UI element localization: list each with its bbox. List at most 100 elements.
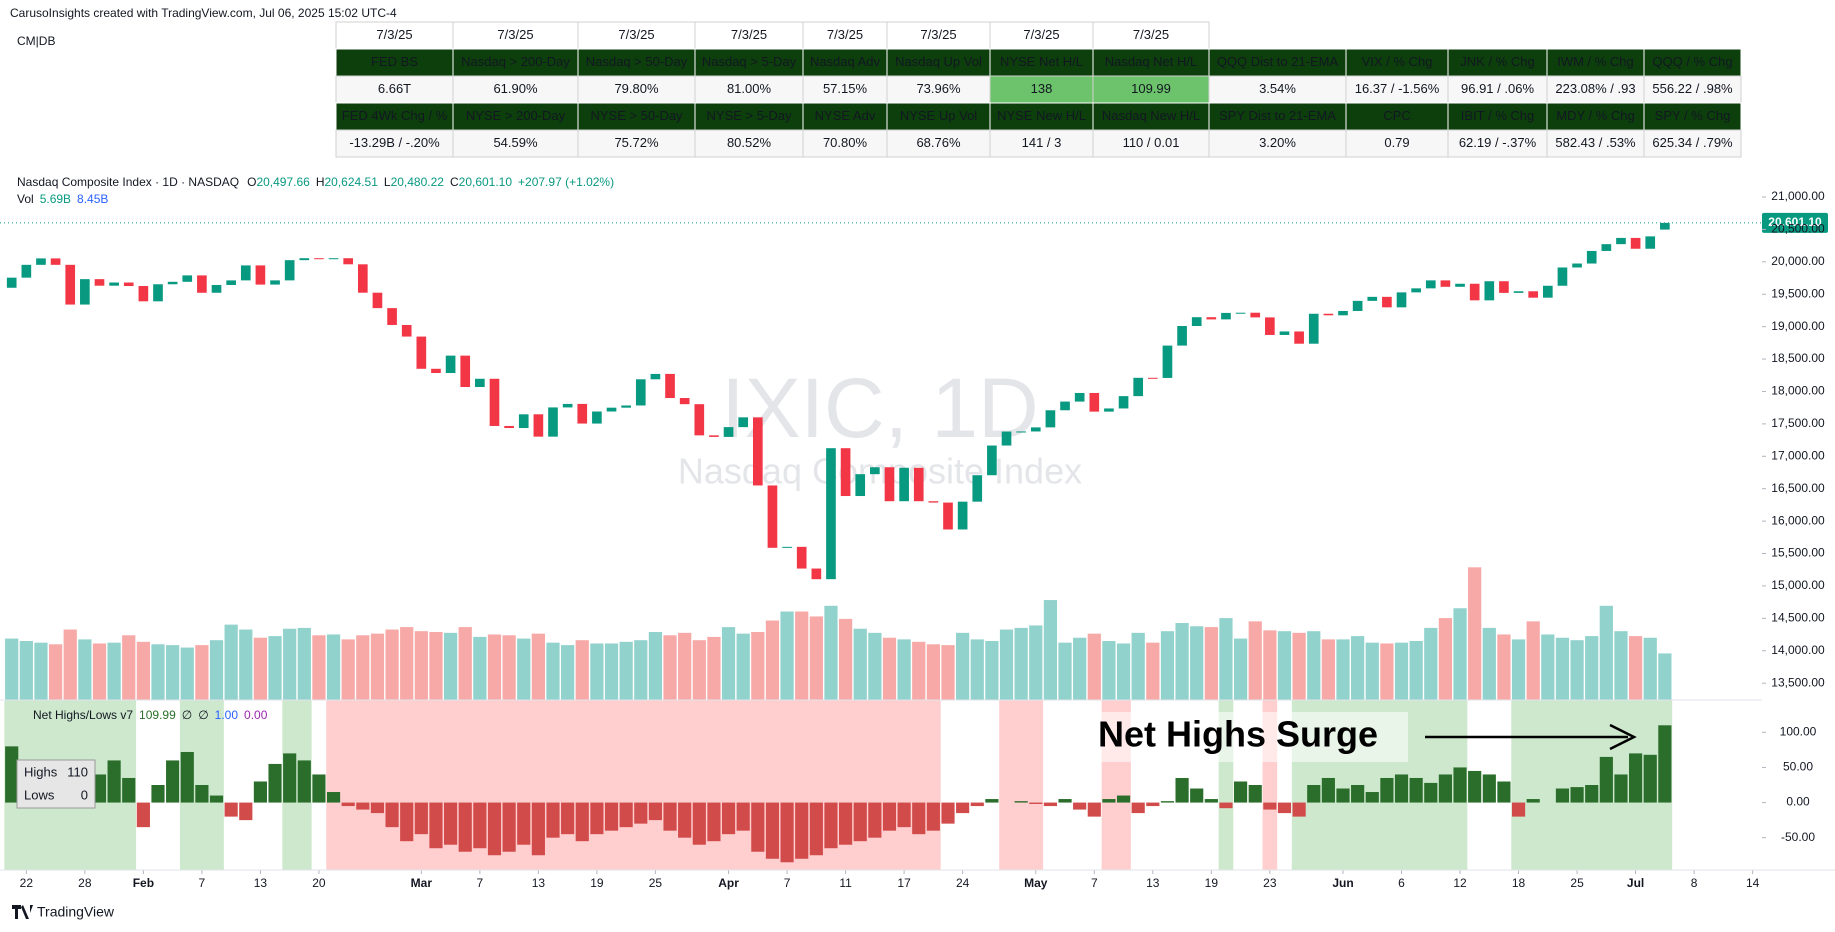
table-cell <box>1345 102 1449 131</box>
candle-body <box>1499 281 1509 293</box>
table-value: 54.59% <box>493 135 538 150</box>
volume-bar <box>253 637 268 700</box>
volume-bar <box>224 624 238 700</box>
volume-bar <box>209 640 224 700</box>
candle-body <box>445 355 456 374</box>
net-hl-bar <box>1073 802 1087 810</box>
net-hl-bar <box>297 760 311 803</box>
volume-legend-item: 8.45B <box>77 192 108 206</box>
net-hl-bar <box>1351 785 1365 803</box>
candle-body <box>1660 222 1670 230</box>
net-hl-bar <box>1146 802 1160 807</box>
table-header: NYSE > 200-Day <box>466 108 566 123</box>
volume-bar <box>473 636 487 700</box>
net-hl-bar <box>1321 777 1335 803</box>
table-cell <box>1208 102 1347 131</box>
net-hl-bar <box>1409 777 1423 803</box>
x-tick-label: 7 <box>199 876 206 890</box>
volume-bar <box>1511 639 1526 700</box>
table-cell <box>886 102 991 131</box>
candle-body <box>796 546 807 569</box>
x-tick-label: 12 <box>1453 876 1467 890</box>
table-date: 7/3/25 <box>1023 27 1059 42</box>
net-hl-bar <box>1175 777 1189 803</box>
volume-bar <box>1453 608 1467 700</box>
net-hl-bar <box>561 802 575 835</box>
net-hl-bar <box>1497 781 1511 803</box>
y-tick-label: 17,500.00 <box>1771 416 1825 430</box>
highs-value: 110 <box>67 764 88 779</box>
candle-body <box>1045 410 1056 428</box>
table-value: 61.90% <box>493 81 538 96</box>
table-value: 79.80% <box>614 81 659 96</box>
table-value: 80.52% <box>727 135 772 150</box>
volume-bar <box>604 643 619 700</box>
net-hl-bar <box>1336 788 1350 803</box>
candle-body <box>1001 431 1012 446</box>
candle-body <box>752 417 763 486</box>
volume-bar <box>1438 618 1453 700</box>
volume-bar <box>1526 621 1540 700</box>
net-hl-bar <box>590 802 604 835</box>
volume-bar <box>385 629 399 700</box>
table-header: SPY Dist to 21-EMA <box>1219 108 1336 123</box>
net-hl-bar <box>575 802 589 842</box>
volume-bar <box>19 641 33 700</box>
net-hl-bar <box>985 799 999 803</box>
volume-bar <box>414 631 428 700</box>
net-hl-bar <box>1277 802 1292 814</box>
volume-bar <box>48 644 63 700</box>
net-hl-bar <box>765 802 780 859</box>
candle-body <box>577 403 588 424</box>
volume-bar <box>838 618 853 700</box>
table-cell <box>1208 75 1347 104</box>
candle-body <box>1338 310 1348 316</box>
candle-body <box>1542 285 1553 298</box>
candle-body <box>1645 236 1656 249</box>
candle-body <box>475 378 485 388</box>
candle-body <box>226 280 236 285</box>
net-hl-bar <box>458 802 472 852</box>
volume-bar <box>926 644 940 700</box>
table-value: 16.37 / -1.56% <box>1355 81 1440 96</box>
volume-bar <box>1555 637 1570 700</box>
table-value: 68.76% <box>916 135 961 150</box>
table-header: IBIT / % Chg <box>1461 108 1534 123</box>
x-tick-label: 20 <box>312 876 326 890</box>
ohlc-value: 20,497.66 <box>256 175 310 189</box>
net-hl-bar <box>795 802 809 859</box>
candle-body <box>606 407 617 412</box>
volume-bar <box>487 634 502 700</box>
net-hl-bar <box>1087 802 1101 817</box>
candle-body <box>1016 431 1026 433</box>
net-hl-bar <box>780 802 794 863</box>
candle-body <box>1104 408 1114 412</box>
y-tick-label: 21,000.00 <box>1771 189 1825 203</box>
y-tick-label: 14,000.00 <box>1771 643 1825 657</box>
candle-body <box>1572 263 1582 268</box>
table-cell <box>802 129 888 158</box>
net-hl-bar <box>941 802 955 824</box>
candle-body <box>1162 345 1173 378</box>
table-header: Nasdaq New H/L <box>1102 108 1200 123</box>
candle-body <box>1528 291 1539 298</box>
volume-bar <box>122 635 136 700</box>
table-header: SPY / % Chg <box>1655 108 1731 123</box>
volume-bar <box>268 636 282 700</box>
candle-body <box>387 308 397 325</box>
net-hl-bar <box>1526 799 1540 803</box>
y-tick-label: -50.00 <box>1781 830 1815 844</box>
table-header: CPC <box>1383 108 1410 123</box>
volume-bar <box>92 643 107 700</box>
x-tick-label: 13 <box>254 876 268 890</box>
volume-bar <box>795 611 809 700</box>
net-hl-bar <box>136 802 150 828</box>
candle-body <box>943 502 953 530</box>
table-value: 75.72% <box>614 135 659 150</box>
indicator-value: 109.99 <box>139 708 176 722</box>
y-tick-label: 20,000.00 <box>1771 254 1825 268</box>
table-cell <box>802 102 888 131</box>
candle-body <box>562 403 573 408</box>
net-hl-bar <box>312 774 326 803</box>
table-value: 138 <box>1031 81 1053 96</box>
